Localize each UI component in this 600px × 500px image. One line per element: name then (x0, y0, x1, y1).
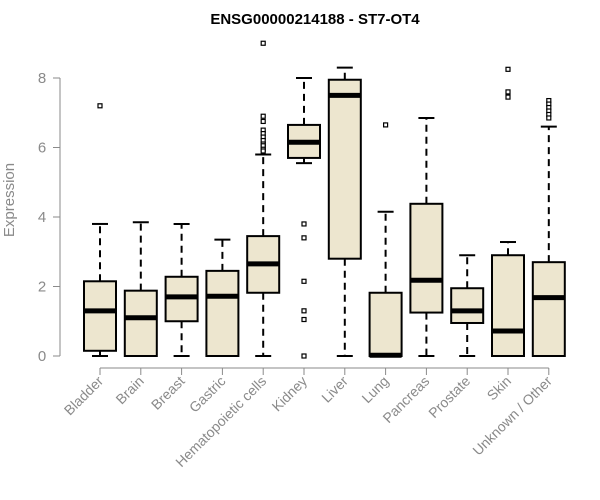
box-body (123, 289, 158, 358)
outlier-point (546, 115, 552, 121)
box-body (368, 291, 403, 358)
x-tick-label-prostate: Prostate (425, 373, 473, 421)
y-tick-label-0: 0 (38, 348, 46, 365)
outlier-point (301, 235, 307, 241)
x-tick-label-lung: Lung (358, 373, 391, 406)
outlier-point (97, 103, 103, 109)
y-tick-label-4: 4 (38, 209, 46, 226)
y-axis-label: Expression (1, 163, 18, 237)
outlier-point (260, 40, 266, 46)
box-hematopoietic-cells (246, 40, 281, 357)
box-gastric (205, 238, 240, 357)
box-body (327, 78, 362, 260)
y-tick-label-8: 8 (38, 70, 46, 87)
box-body (409, 202, 444, 314)
box-brain (123, 221, 158, 358)
outlier-point (260, 148, 266, 154)
box-pancreas (409, 116, 444, 357)
y-axis: 0 2 4 6 8 (38, 70, 61, 365)
box-bladder (83, 103, 117, 357)
box-breast (164, 222, 199, 357)
box-kidney (287, 77, 321, 359)
outlier-point (301, 353, 307, 359)
x-tick-label-bladder: Bladder (61, 373, 107, 419)
x-tick-label-brain: Brain (112, 373, 146, 407)
x-tick-label-liver: Liver (318, 373, 351, 406)
box-skin (491, 66, 525, 358)
outlier-point (383, 122, 389, 128)
box-prostate (450, 254, 485, 357)
outlier-point (260, 113, 266, 119)
box-lung (368, 122, 403, 358)
y-tick-label-2: 2 (38, 279, 46, 296)
box-body (531, 261, 566, 357)
x-tick-label-breast: Breast (148, 373, 188, 413)
outlier-point (505, 89, 511, 95)
boxes-group (83, 40, 566, 359)
box-liver (327, 66, 362, 357)
outlier-point (301, 278, 307, 284)
outlier-point (505, 66, 511, 72)
outlier-point (301, 308, 307, 314)
x-tick-label-kidney: Kidney (269, 373, 311, 415)
outlier-point (301, 316, 307, 323)
box-body (205, 269, 240, 357)
chart-title: ENSG00000214188 - ST7-OT4 (210, 11, 420, 28)
box-body (491, 254, 525, 358)
y-tick-label-6: 6 (38, 140, 46, 157)
outlier-point (301, 221, 307, 227)
x-tick-label-skin: Skin (484, 373, 515, 404)
box-unknown-other (531, 97, 566, 357)
box-body (450, 287, 485, 324)
outlier-point (505, 94, 511, 100)
box-body (83, 280, 117, 352)
outlier-point (260, 118, 266, 125)
